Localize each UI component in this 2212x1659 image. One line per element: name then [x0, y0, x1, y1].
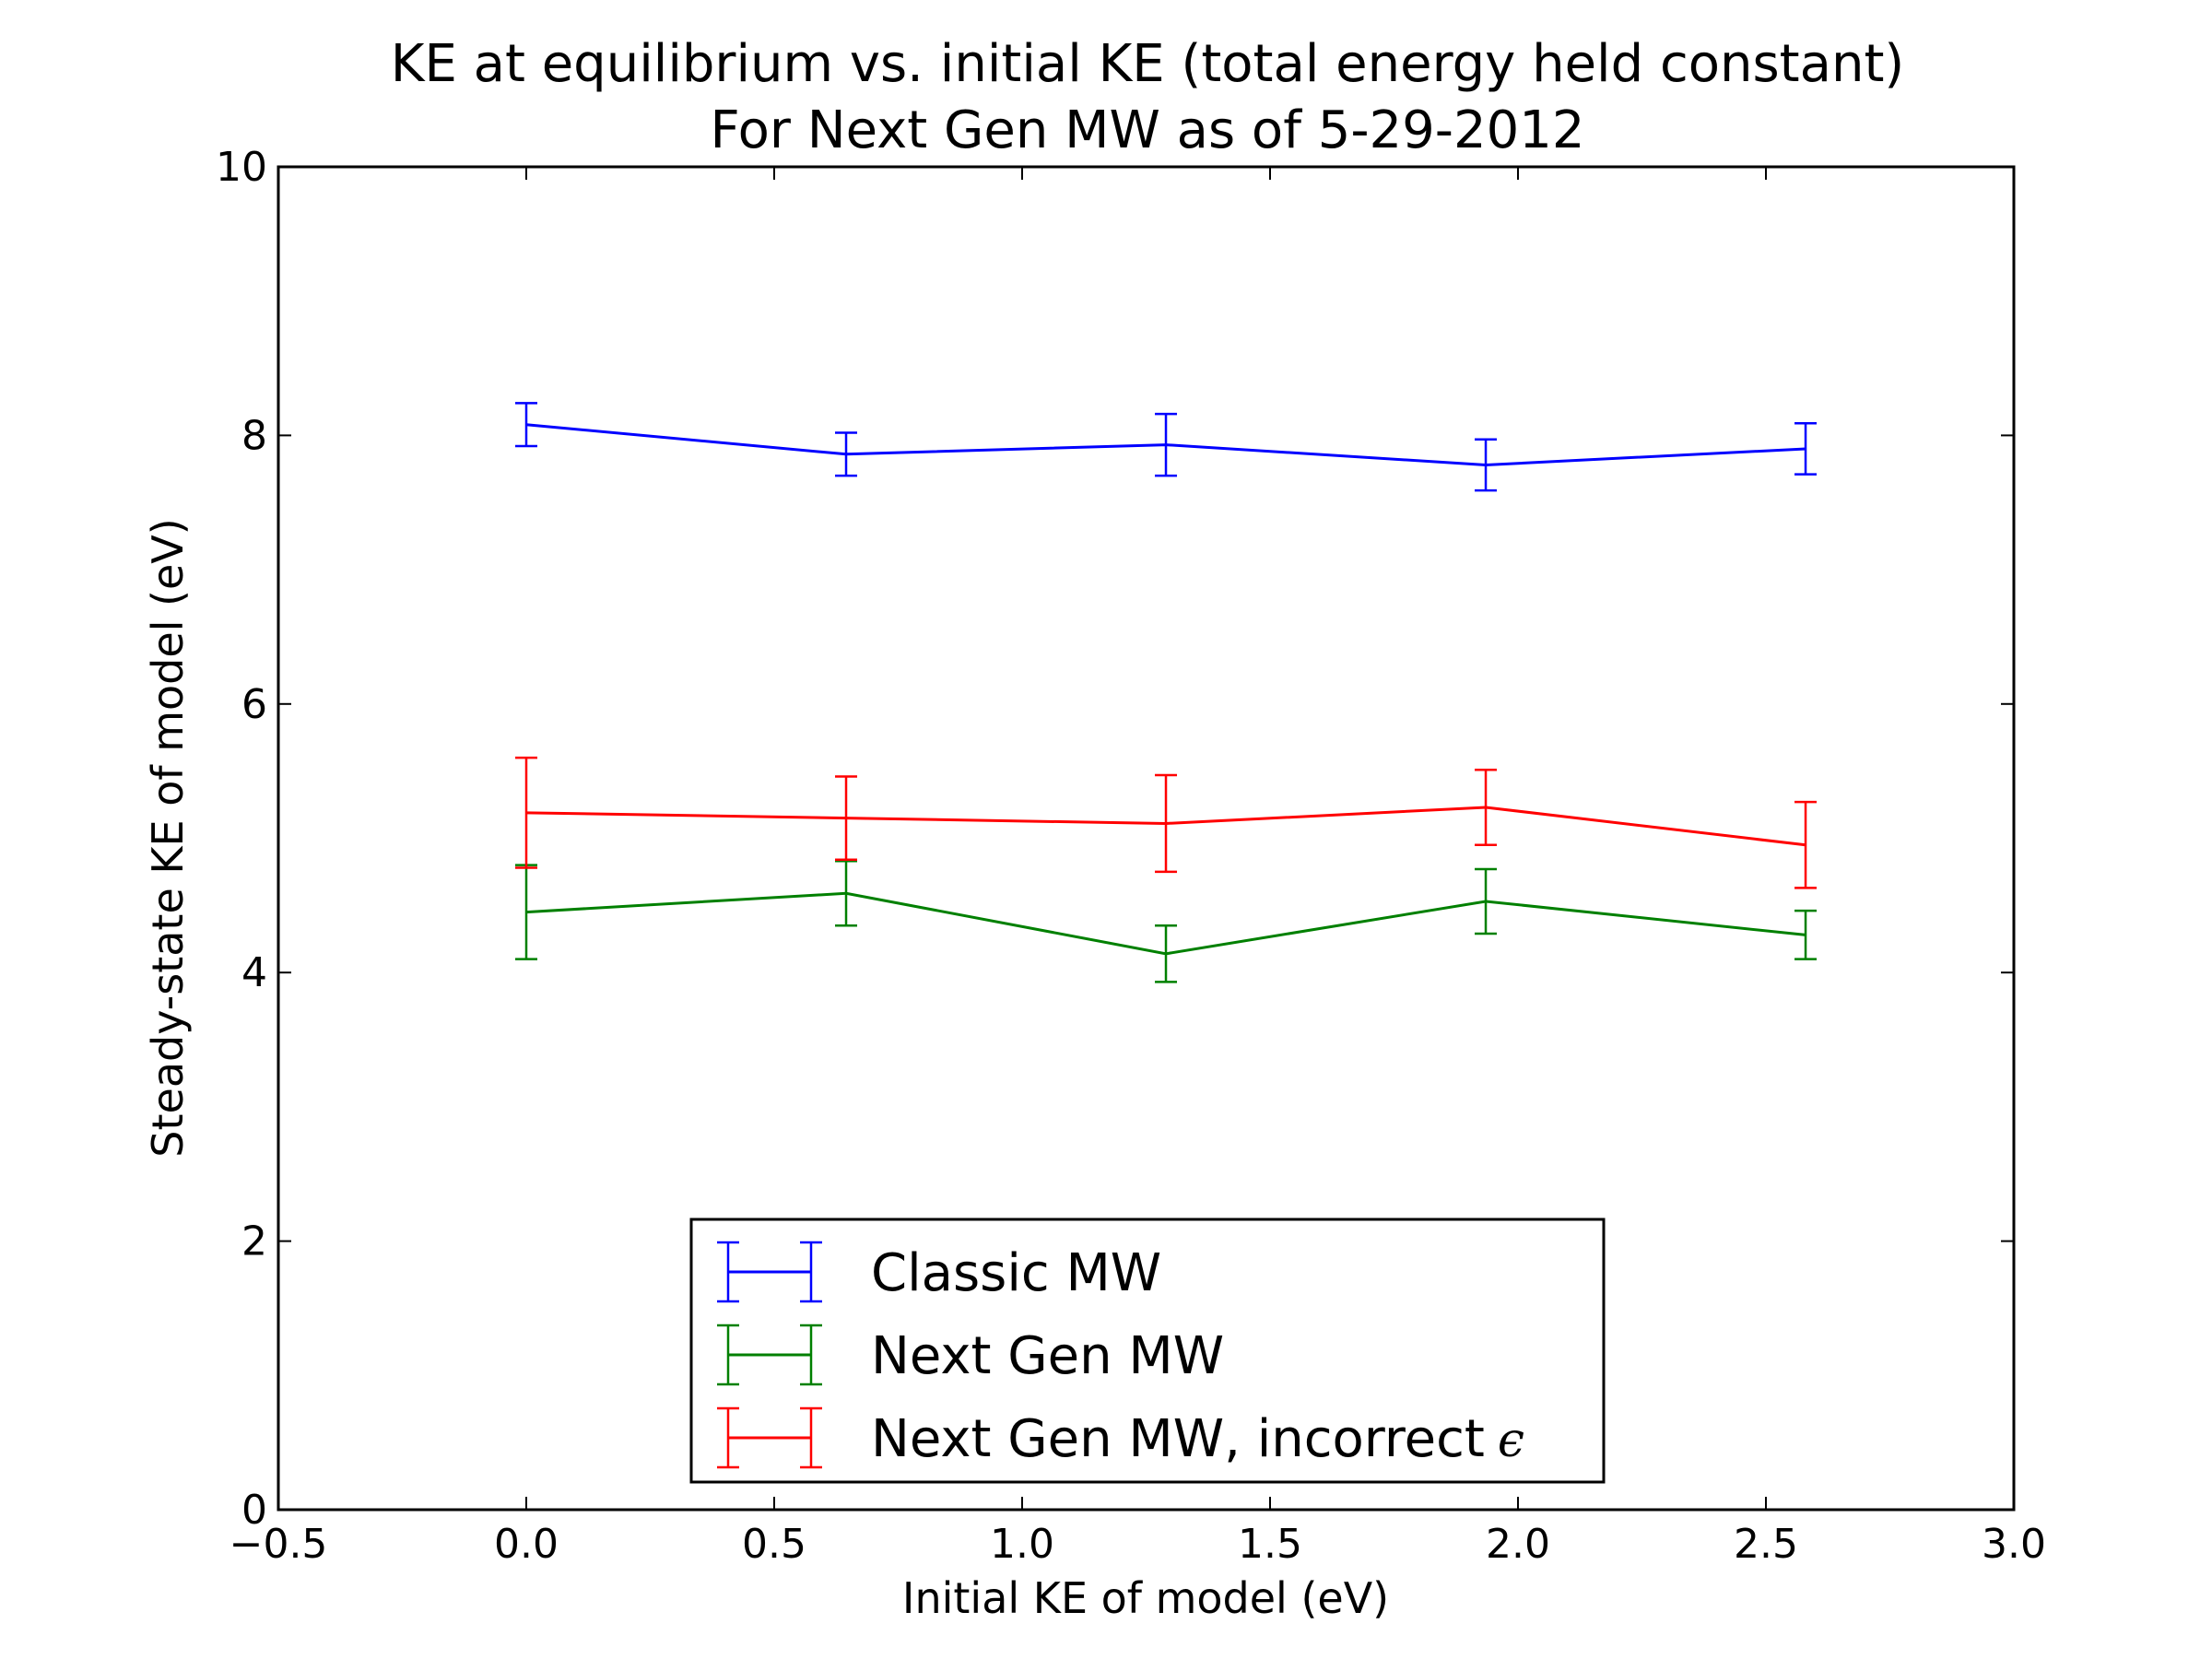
y-tick-label: 4	[241, 949, 267, 996]
legend-label: Next Gen MW, incorrect ϵ	[871, 1409, 1524, 1469]
legend-box	[689, 1218, 1606, 1484]
chart-title-line1: KE at equilibrium vs. initial KE (total …	[391, 34, 1905, 94]
series-2	[515, 756, 1818, 889]
y-tick-label: 8	[241, 412, 267, 459]
x-tick-label: 0.5	[742, 1521, 806, 1568]
legend-label: Classic MW	[871, 1243, 1161, 1303]
y-tick-label: 10	[216, 144, 267, 191]
legend-label-text: Classic MW	[871, 1243, 1161, 1303]
ticks-layer: −0.5 0.0 0.5 1.0 1.5 2.0 2.5 3.0 0 2 4 6 8 10	[216, 144, 2046, 1568]
x-tick-label: 3.0	[1982, 1521, 2046, 1568]
legend-label-text: Next Gen MW	[871, 1326, 1224, 1386]
series-layer	[515, 402, 1818, 983]
legend-entry: Next Gen MW, incorrect ϵ	[717, 1406, 1524, 1469]
y-tick-label: 6	[241, 681, 267, 728]
y-tick-label: 0	[241, 1487, 267, 1534]
chart-title-line2: For Next Gen MW as of 5-29-2012	[710, 100, 1584, 160]
x-tick-label: 2.5	[1734, 1521, 1798, 1568]
x-tick-label: 0.0	[494, 1521, 559, 1568]
legend-entry: Classic MW	[717, 1241, 1161, 1303]
x-tick-label: 1.5	[1238, 1521, 1302, 1568]
x-tick-label: 1.0	[990, 1521, 1054, 1568]
x-tick-label: −0.5	[229, 1521, 328, 1568]
axes-frame	[276, 165, 2016, 1512]
x-tick-label: 2.0	[1486, 1521, 1550, 1568]
series-0	[515, 402, 1818, 492]
legend-entries: Classic MW Next Gen MW Next Gen MW, incorr…	[717, 1241, 1524, 1469]
y-axis-label: Steady-state KE of model (eV)	[143, 518, 193, 1157]
legend-label-text: Next Gen MW, incorrect	[871, 1409, 1485, 1469]
legend-epsilon-symbol: ϵ	[1498, 1413, 1524, 1468]
y-tick-label: 2	[241, 1218, 267, 1265]
legend-label: Next Gen MW	[871, 1326, 1224, 1386]
series-1	[515, 860, 1818, 983]
legend: Classic MW Next Gen MW Next Gen MW, incorr…	[689, 1218, 1606, 1484]
x-axis-label: Initial KE of model (eV)	[902, 1573, 1389, 1623]
legend-entry: Next Gen MW	[717, 1324, 1224, 1386]
